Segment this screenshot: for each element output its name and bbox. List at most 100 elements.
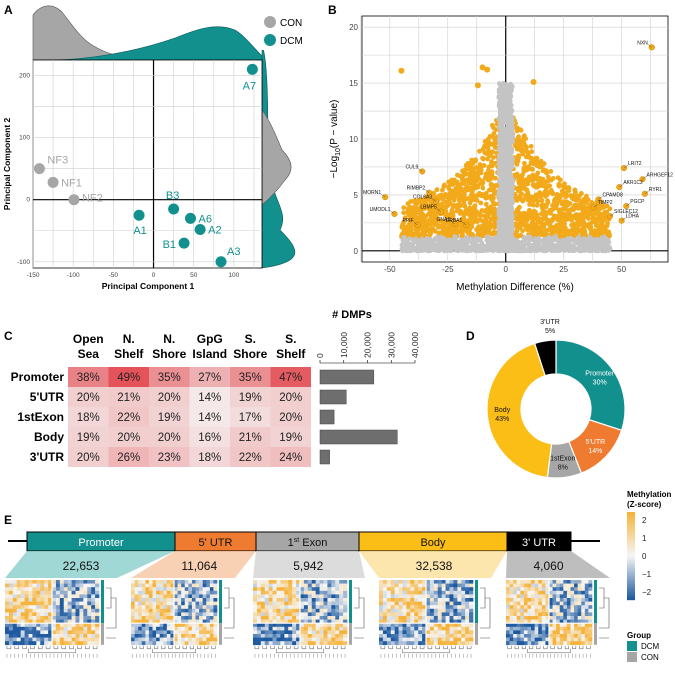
region-heatmap-cell bbox=[40, 580, 45, 584]
region-heatmap-cell bbox=[303, 616, 309, 620]
volcano-point bbox=[567, 229, 573, 234]
region-heatmap-cell bbox=[272, 590, 277, 595]
region-heatmap-cell bbox=[52, 583, 57, 588]
region-heatmap-cell bbox=[268, 637, 273, 642]
region-heatmap-cell bbox=[28, 608, 33, 613]
region-heatmap-cell bbox=[311, 590, 316, 595]
region-heatmap-cell bbox=[284, 580, 289, 584]
heatmap-column-header: Shore bbox=[152, 347, 186, 361]
region-heatmap-cell bbox=[141, 594, 146, 599]
region-heatmap-cell bbox=[163, 590, 168, 595]
volcano-point bbox=[523, 154, 529, 160]
region-heatmap-cell bbox=[166, 637, 171, 642]
region-heatmap-cell bbox=[55, 634, 61, 638]
volcano-point bbox=[584, 193, 589, 199]
volcano-point bbox=[502, 234, 508, 240]
volcano-point bbox=[535, 199, 541, 204]
volcano-point bbox=[545, 200, 551, 205]
region-heatmap-group-bar bbox=[101, 623, 104, 645]
region-heatmap-cell bbox=[323, 619, 328, 624]
region-heatmap-cell bbox=[20, 634, 25, 638]
region-heatmap-cell bbox=[335, 608, 340, 613]
region-heatmap-cell bbox=[24, 626, 29, 631]
region-heatmap-cell bbox=[20, 616, 25, 620]
region-heatmap-cell bbox=[75, 608, 80, 613]
volcano-label-leader bbox=[623, 164, 629, 169]
volcano-point bbox=[407, 206, 412, 212]
region-heatmap-cell bbox=[63, 637, 68, 642]
heatmap-cell bbox=[270, 387, 311, 407]
region-heatmap-cell bbox=[156, 623, 160, 628]
region-heatmap-cell bbox=[83, 598, 88, 602]
heatmap-cell-value: 23% bbox=[158, 452, 181, 464]
region-heatmap-cell bbox=[307, 637, 313, 642]
region-heatmap-cell bbox=[311, 619, 316, 624]
volcano-point bbox=[499, 246, 505, 251]
region-heatmap-cell bbox=[156, 619, 160, 624]
region-heatmap-cell bbox=[152, 619, 157, 624]
volcano-point bbox=[567, 207, 572, 213]
volcano-point bbox=[510, 156, 515, 162]
region-heatmap-cell bbox=[343, 641, 348, 646]
region-heatmap-cell bbox=[195, 634, 200, 638]
region-heatmap-cell bbox=[148, 626, 153, 631]
region-heatmap-cell bbox=[323, 601, 328, 606]
region-heatmap-cell bbox=[195, 594, 200, 599]
volcano-point bbox=[501, 97, 507, 103]
volcano-point bbox=[486, 229, 492, 234]
volcano-point bbox=[485, 177, 491, 183]
region-heatmap-cell bbox=[134, 634, 139, 638]
region-heatmap-cell bbox=[71, 623, 76, 628]
region-heatmap-cell bbox=[191, 608, 196, 613]
region-heatmap-cell bbox=[174, 580, 178, 584]
region-heatmap-cell bbox=[280, 605, 285, 610]
region-heatmap-cell bbox=[296, 601, 301, 606]
region-heatmap-cell bbox=[24, 583, 29, 588]
region-heatmap-cell bbox=[292, 590, 297, 595]
region-heatmap-cell bbox=[303, 637, 309, 642]
region-heatmap-cell bbox=[188, 608, 193, 613]
region-heatmap-cell bbox=[311, 637, 316, 642]
gene-segment-count: 11,064 bbox=[181, 559, 217, 573]
region-heatmap-cell bbox=[272, 616, 277, 620]
region-heatmap-cell bbox=[48, 630, 53, 635]
pca-point-con bbox=[68, 194, 80, 206]
region-heatmap-cell bbox=[75, 601, 80, 606]
volcano-point bbox=[486, 164, 492, 170]
region-heatmap-cell bbox=[315, 637, 320, 642]
heatmap-cell bbox=[149, 387, 190, 407]
region-heatmap-cell bbox=[12, 598, 18, 602]
region-heatmap-group-bar bbox=[101, 580, 104, 624]
region-heatmap-cell bbox=[339, 612, 344, 617]
region-heatmap-cell bbox=[36, 580, 41, 584]
region-heatmap-cell bbox=[343, 630, 348, 635]
region-heatmap-cell bbox=[184, 605, 189, 610]
region-heatmap-cell bbox=[79, 612, 84, 617]
donut-slice bbox=[533, 339, 557, 377]
region-heatmap-cell bbox=[55, 626, 61, 631]
region-heatmap-cell bbox=[323, 641, 328, 646]
region-heatmap-cell bbox=[184, 637, 189, 642]
region-heatmap-cell bbox=[174, 616, 178, 620]
region-heatmap-cell bbox=[307, 626, 313, 631]
region-heatmap-cell bbox=[315, 619, 320, 624]
region-heatmap-cell bbox=[188, 637, 193, 642]
region-heatmap-cell bbox=[166, 601, 171, 606]
region-heatmap-cell bbox=[184, 608, 189, 613]
region-heatmap-cell bbox=[44, 630, 49, 635]
region-heatmap-cell bbox=[174, 630, 178, 635]
region-heatmap-cell bbox=[195, 587, 200, 592]
region-heatmap-cell bbox=[202, 594, 207, 599]
region-heatmap-cell bbox=[335, 612, 340, 617]
region-heatmap-cell bbox=[256, 598, 262, 602]
region-heatmap-cell bbox=[141, 587, 146, 592]
gene-segment-label-part: st bbox=[294, 537, 300, 544]
volcano-point bbox=[568, 235, 573, 241]
region-heatmap-cell bbox=[8, 605, 14, 610]
volcano-point bbox=[464, 184, 470, 190]
region-heatmap-cell bbox=[40, 634, 45, 638]
volcano-point bbox=[560, 216, 566, 222]
region-heatmap-cell bbox=[181, 616, 186, 620]
region-heatmap-cell bbox=[390, 580, 395, 584]
region-heatmap-cell bbox=[166, 580, 171, 584]
